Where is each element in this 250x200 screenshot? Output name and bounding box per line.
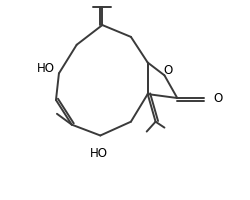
Text: O: O <box>163 64 172 77</box>
Text: O: O <box>214 92 223 105</box>
Text: HO: HO <box>37 62 55 75</box>
Text: HO: HO <box>90 147 108 160</box>
